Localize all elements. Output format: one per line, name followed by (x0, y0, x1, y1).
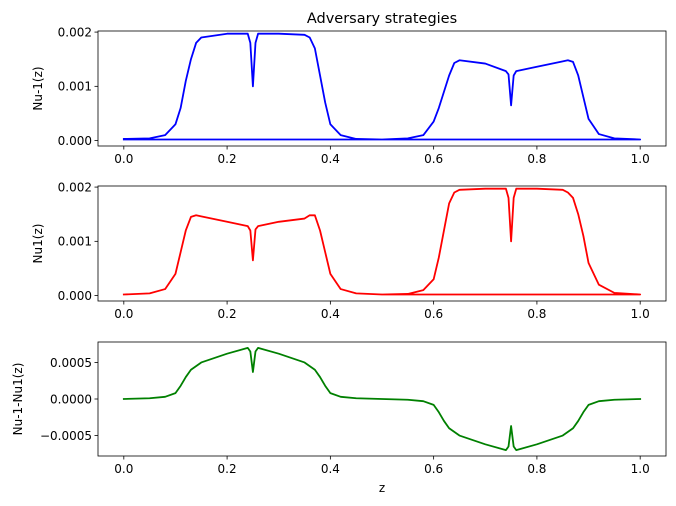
x-tick-label: 0.8 (527, 152, 546, 166)
y-tick-label: 0.002 (58, 25, 92, 39)
x-axis-label: z (379, 481, 385, 495)
series-line-2-1 (122, 187, 642, 296)
y-axis-label: Nu-1(z) (31, 66, 45, 110)
x-tick-label: 0.2 (218, 462, 237, 476)
chart-title: Adversary strategies (307, 11, 457, 27)
x-tick-label: 0.8 (527, 462, 546, 476)
subplot-2: 0.0 0.2 0.4 0.6 0.8 1.0 0.000 0.001 0.002 Nu1(z) (31, 180, 667, 321)
subplot-3: 0.0 0.2 0.4 0.6 0.8 1.0 −0.0005 0.0000 0.0005 Nu-… (11, 341, 667, 495)
x-tick-label: 0.2 (218, 307, 237, 321)
x-tick-label: 0.6 (424, 462, 443, 476)
axes-frame (97, 30, 667, 147)
y-tick-label: 0.002 (58, 180, 92, 194)
x-tick-label: 0.4 (321, 462, 340, 476)
x-tick-label: 0.0 (114, 152, 133, 166)
x-tick-label: 0.4 (321, 307, 340, 321)
x-tick-label: 1.0 (631, 307, 650, 321)
y-tick-label: −0.0005 (40, 429, 92, 443)
y-axis-label: Nu-1-Nu1(z) (11, 363, 25, 436)
x-tick-label: 0.6 (424, 307, 443, 321)
y-axis-label: Nu1(z) (31, 224, 45, 264)
x-tick-label: 0.8 (527, 307, 546, 321)
x-tick-label: 1.0 (631, 462, 650, 476)
series-line-3-1 (122, 346, 642, 452)
series-line-1-1 (122, 32, 642, 141)
x-tick-label: 0.4 (321, 152, 340, 166)
x-tick-label: 0.2 (218, 152, 237, 166)
subplot-1: 0.0 0.2 0.4 0.6 0.8 1.0 0.000 0.001 0.002 Nu-1(z) (31, 25, 667, 166)
y-tick-label: 0.0005 (50, 356, 92, 370)
y-tick-label: 0.001 (58, 80, 92, 94)
x-tick-label: 0.6 (424, 152, 443, 166)
x-tick-label: 0.0 (114, 462, 133, 476)
y-tick-label: 0.001 (58, 235, 92, 249)
x-tick-label: 0.0 (114, 307, 133, 321)
y-tick-label: 0.000 (58, 134, 92, 148)
y-tick-label: 0.0000 (50, 392, 92, 406)
axes-frame (97, 185, 667, 302)
y-tick-label: 0.000 (58, 289, 92, 303)
x-tick-label: 1.0 (631, 152, 650, 166)
subplot-panels: 0.0 0.2 0.4 0.6 0.8 1.0 0.000 0.001 0.002 Nu-1(z)… (11, 25, 667, 495)
